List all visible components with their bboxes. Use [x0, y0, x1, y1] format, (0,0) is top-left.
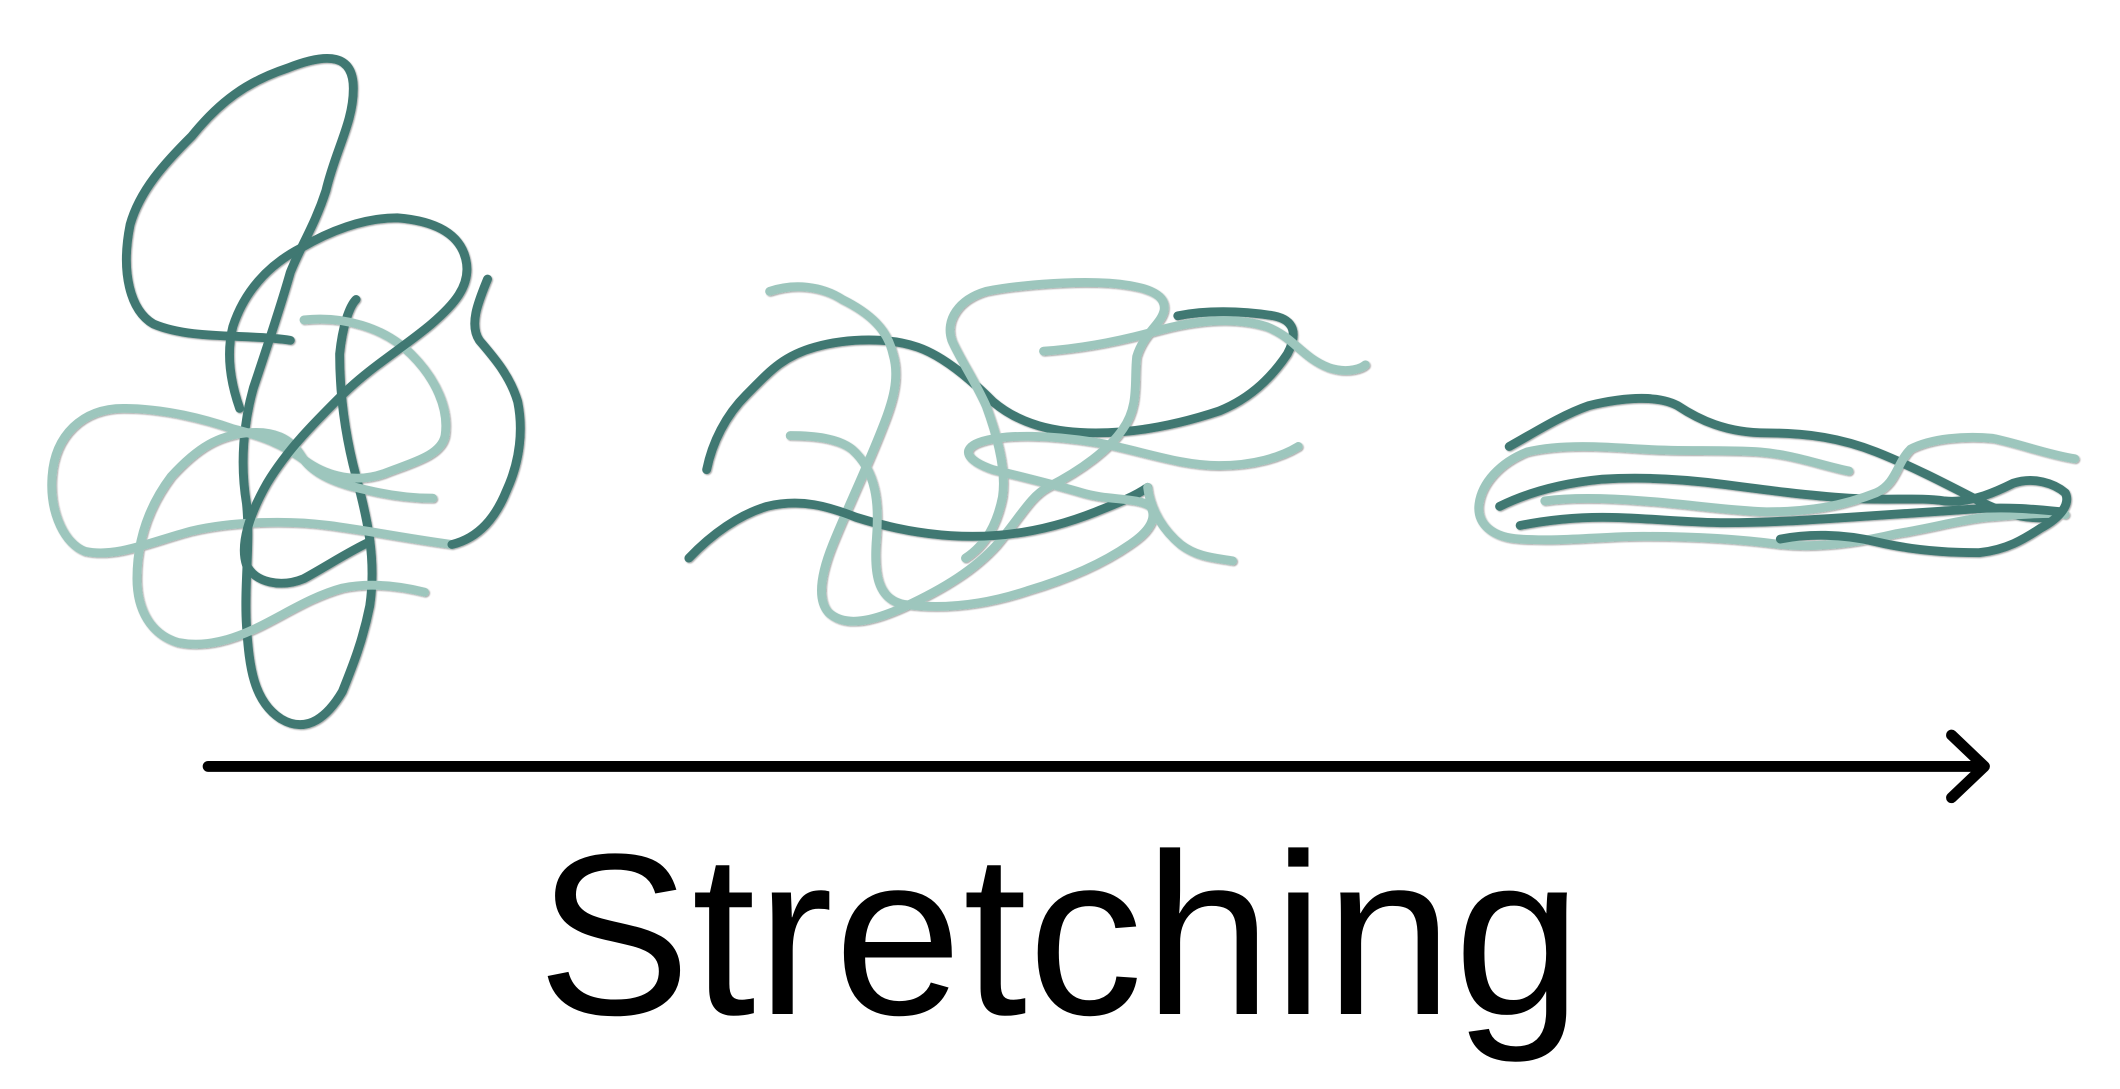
stretched-chain-6	[1143, 482, 1238, 566]
stretched-chain-2	[765, 277, 1169, 626]
aligned-chain-3	[1495, 473, 2072, 558]
stretching-arrow	[202, 729, 1990, 804]
coiled-chain-4	[132, 427, 438, 649]
stretched-chain-3	[1039, 316, 1370, 375]
aligned-chains	[1474, 394, 2080, 558]
aligned-chain-2	[1474, 442, 2070, 551]
aligned-chain-5	[1515, 503, 2066, 530]
stretching-caption: Stretching	[537, 806, 1583, 1063]
coiled-chain-5	[225, 213, 472, 588]
coiled-chain-3	[447, 274, 525, 549]
partially-stretched-chains	[684, 277, 1370, 626]
coiled-chains	[47, 53, 525, 729]
aligned-chain-4	[1540, 432, 2080, 517]
coiled-chain-2	[47, 314, 457, 558]
coiled-chain-1	[121, 53, 377, 729]
arrow-head	[1946, 729, 1990, 804]
stretched-chain-1	[702, 307, 1298, 475]
stretched-chain-4	[684, 482, 1153, 563]
